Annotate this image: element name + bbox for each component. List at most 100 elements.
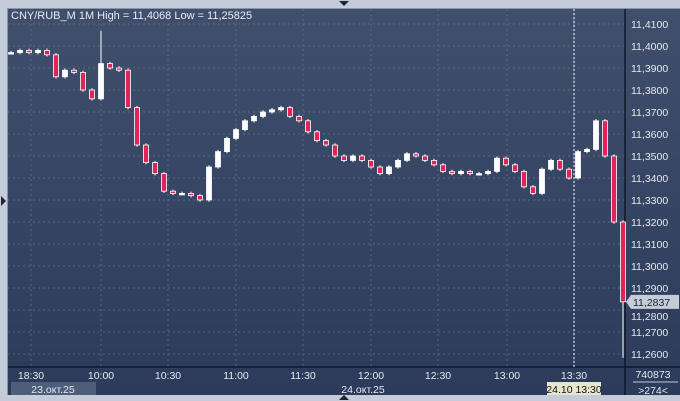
y-tick-label: 11,3800 [631,85,668,97]
candle-body [44,50,50,56]
last-price-label: 11,2837 [633,297,670,309]
candle-body [152,162,158,175]
candle-body [53,54,59,78]
candle [35,48,41,55]
candle [341,154,347,163]
candle-body [458,170,464,174]
candlestick-chart[interactable]: 11,4100 11,4000 11,3900 11,3800 11,3700 11,36… [8,9,680,395]
candle [530,185,536,196]
y-tick-label: 11,3100 [631,239,668,251]
candle-body [368,159,374,168]
candle-body [179,192,185,196]
candle [296,114,302,123]
candle [494,156,500,174]
candle [422,154,428,163]
volume-label: 740873 [635,369,670,381]
top-scroll-arrow-icon[interactable] [339,1,349,6]
candle-body [593,120,599,150]
candle-body [476,173,482,176]
chart-title: CNY/RUB_M 1M High = 11,4068 Low = 11,258… [11,10,253,22]
candle [368,158,374,169]
candle [278,105,284,112]
y-tick-label: 11,2900 [631,283,668,295]
candle-body [494,157,500,172]
bottom-scroll-arrow-icon[interactable] [339,395,349,400]
x-tick-label: 10:00 [88,370,114,382]
candle [611,154,617,224]
candle [620,220,626,358]
candle-body [35,50,41,54]
y-tick-label: 11,3000 [631,261,668,273]
x-tick-label: 13:00 [494,370,520,382]
candle-body [278,107,284,111]
x-tick-label: 10:30 [155,370,181,382]
chart-panel[interactable]: 11,4100 11,4000 11,3900 11,3800 11,3700 11,36… [7,8,680,395]
candle [224,136,230,154]
candle [17,48,23,55]
candle-body [557,159,563,170]
candle-body [269,109,275,113]
candle-body [206,166,212,201]
date-label: 23.окт.25 [31,384,75,395]
x-tick-label: 12:00 [358,370,384,382]
candle-body [224,137,230,152]
candle [440,163,446,174]
candle-body [62,69,68,78]
candle-body [539,168,545,194]
candle-body [359,155,365,161]
candle [125,68,131,110]
candle [26,48,32,55]
candle [269,108,275,114]
left-scroll-arrow-icon[interactable] [1,196,6,206]
x-tick-label: 12:30 [425,370,451,382]
candle-body [323,140,329,146]
y-tick-label: 11,2600 [631,349,668,361]
candle-body [584,148,590,152]
y-tick-label: 11,3200 [631,217,668,229]
x-tick-label: 18:30 [18,370,44,382]
candle [548,158,554,171]
candle [233,127,239,141]
y-tick-label: 11,3900 [631,63,668,75]
candle [107,61,113,70]
candle [566,167,572,180]
candle-body [215,151,221,168]
candle-body [170,190,176,194]
candle [557,158,563,171]
candle-body [296,116,302,122]
candle-body [521,170,527,188]
y-tick-label: 11,4100 [631,19,668,31]
candle-body [530,186,536,194]
candle [593,119,599,152]
candle-body [107,63,113,69]
candle-body [80,72,86,91]
candle [134,105,140,147]
candle-body [305,120,311,133]
candle [242,119,248,132]
candle [386,165,392,176]
candle-body [188,192,194,196]
last-price-tag [626,294,679,309]
candle [449,169,455,176]
crosshair-time-label: 24.10 13:30 [546,384,602,395]
y-tick-label: 11,3300 [631,195,668,207]
candle-body [134,107,140,146]
candle [170,189,176,196]
candle-body [566,168,572,179]
candle [431,158,437,167]
y-tick-label: 11,3600 [631,129,668,141]
candle [377,165,383,176]
candle [287,105,293,119]
candle-body [71,69,77,73]
candle-body [503,157,509,166]
candle [179,191,185,196]
candle-body [395,159,401,168]
candle [503,156,509,167]
candle [458,169,464,176]
candle-body [449,170,455,174]
candle [539,167,545,196]
candle-body [341,155,347,161]
candle-body [89,89,95,100]
candle-body [575,151,581,179]
candle [89,88,95,101]
